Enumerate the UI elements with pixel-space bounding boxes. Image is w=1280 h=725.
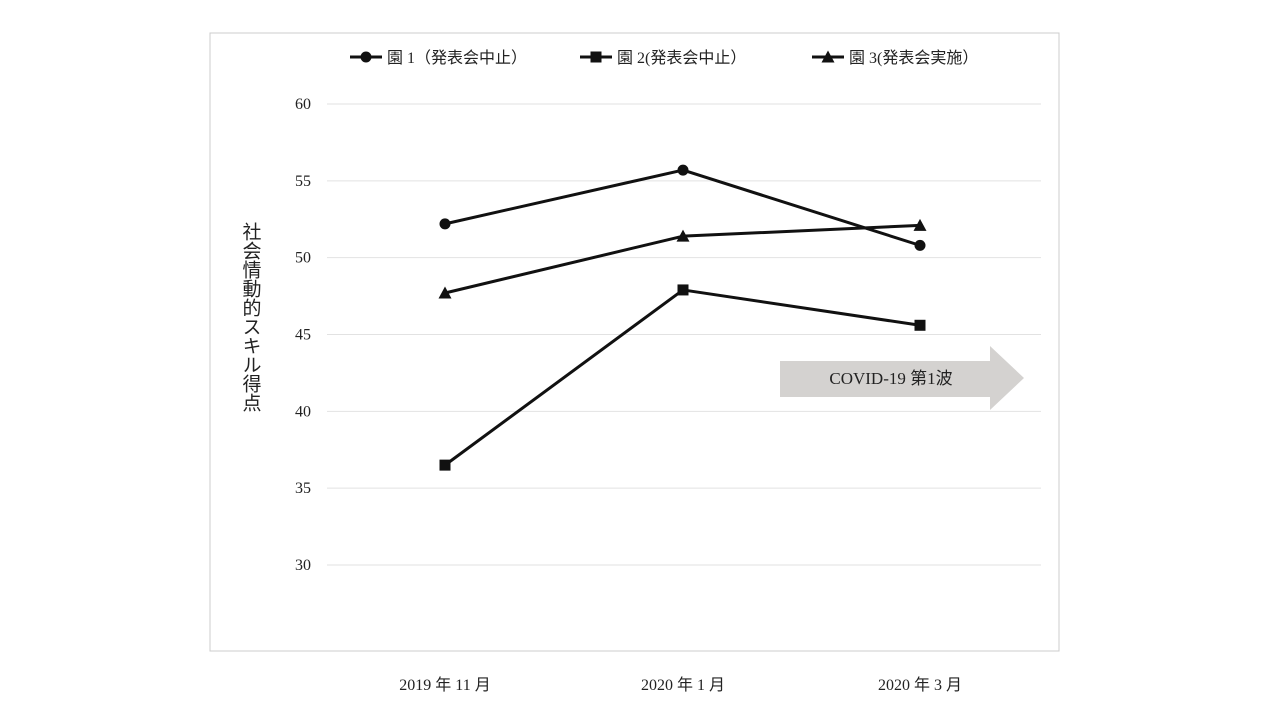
legend-label: 園 1（発表会中止） xyxy=(387,49,527,67)
y-axis-label: 社会情動的スキル得点 xyxy=(240,222,262,412)
data-point xyxy=(677,284,689,296)
legend-item-1: 園 1（発表会中止） xyxy=(350,49,527,67)
data-point xyxy=(439,459,451,471)
y-tick-label: 45 xyxy=(295,327,311,344)
series-lines xyxy=(438,164,927,471)
data-point xyxy=(677,164,689,176)
data-point xyxy=(676,229,690,242)
data-point xyxy=(438,286,452,299)
y-tick-label: 40 xyxy=(295,403,311,420)
legend-label: 園 3(発表会実施） xyxy=(849,49,978,67)
legend-label: 園 2(発表会中止） xyxy=(617,49,746,67)
legend-item-2: 園 2(発表会中止） xyxy=(580,49,746,67)
data-point xyxy=(914,319,926,331)
series-1 xyxy=(439,164,926,251)
legend: 園 1（発表会中止） 園 2(発表会中止） 園 3(発表会実施） xyxy=(350,49,978,67)
x-tick-label: 2019 年 11 月 xyxy=(399,676,490,694)
y-tick-label: 50 xyxy=(295,250,311,267)
legend-item-3: 園 3(発表会実施） xyxy=(812,49,978,67)
legend-marker xyxy=(360,51,372,63)
grid-lines xyxy=(327,103,1041,566)
data-point xyxy=(913,218,927,231)
series-3 xyxy=(438,218,927,299)
covid-arrow-label: COVID-19 第1波 xyxy=(829,369,952,388)
y-tick-label: 60 xyxy=(295,96,311,113)
legend-marker xyxy=(821,50,835,63)
y-tick-label: 30 xyxy=(295,557,311,574)
x-tick-labels: 2019 年 11 月 2020 年 1 月 2020 年 3 月 xyxy=(399,676,962,694)
series-2 xyxy=(439,284,926,471)
x-tick-label: 2020 年 1 月 xyxy=(641,676,725,694)
data-point xyxy=(914,239,926,251)
data-point xyxy=(439,218,451,230)
legend-marker xyxy=(590,51,602,63)
covid-arrow-shape xyxy=(780,346,1024,410)
y-tick-labels: 30 35 40 45 50 55 60 xyxy=(295,96,311,574)
y-tick-label: 55 xyxy=(295,173,311,190)
plot-frame xyxy=(209,32,1060,652)
covid-annotation: COVID-19 第1波 xyxy=(780,346,1024,410)
y-tick-label: 35 xyxy=(295,480,311,497)
x-tick-label: 2020 年 3 月 xyxy=(878,676,962,694)
